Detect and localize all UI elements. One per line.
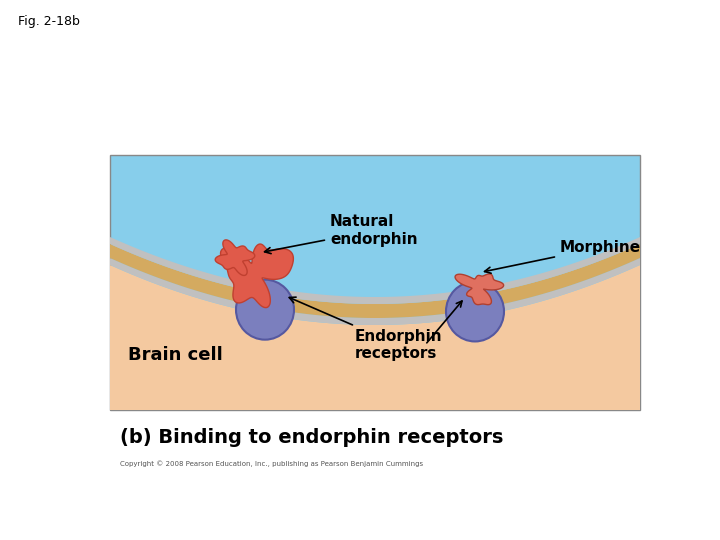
Ellipse shape xyxy=(446,281,504,341)
Text: Morphine: Morphine xyxy=(485,240,641,273)
Text: (b) Binding to endorphin receptors: (b) Binding to endorphin receptors xyxy=(120,428,503,447)
Polygon shape xyxy=(215,240,255,275)
Text: Endorphin
receptors: Endorphin receptors xyxy=(289,297,443,361)
Polygon shape xyxy=(110,265,640,410)
Ellipse shape xyxy=(236,280,294,340)
Text: Fig. 2-18b: Fig. 2-18b xyxy=(18,15,80,28)
Polygon shape xyxy=(455,274,504,305)
Polygon shape xyxy=(220,244,293,308)
Text: Natural
endorphin: Natural endorphin xyxy=(264,214,418,254)
Text: Brain cell: Brain cell xyxy=(128,346,222,364)
FancyBboxPatch shape xyxy=(110,155,640,410)
Polygon shape xyxy=(110,237,640,304)
Polygon shape xyxy=(110,244,640,318)
Text: Copyright © 2008 Pearson Education, Inc., publishing as Pearson Benjamin Cumming: Copyright © 2008 Pearson Education, Inc.… xyxy=(120,460,423,467)
Polygon shape xyxy=(110,258,640,325)
